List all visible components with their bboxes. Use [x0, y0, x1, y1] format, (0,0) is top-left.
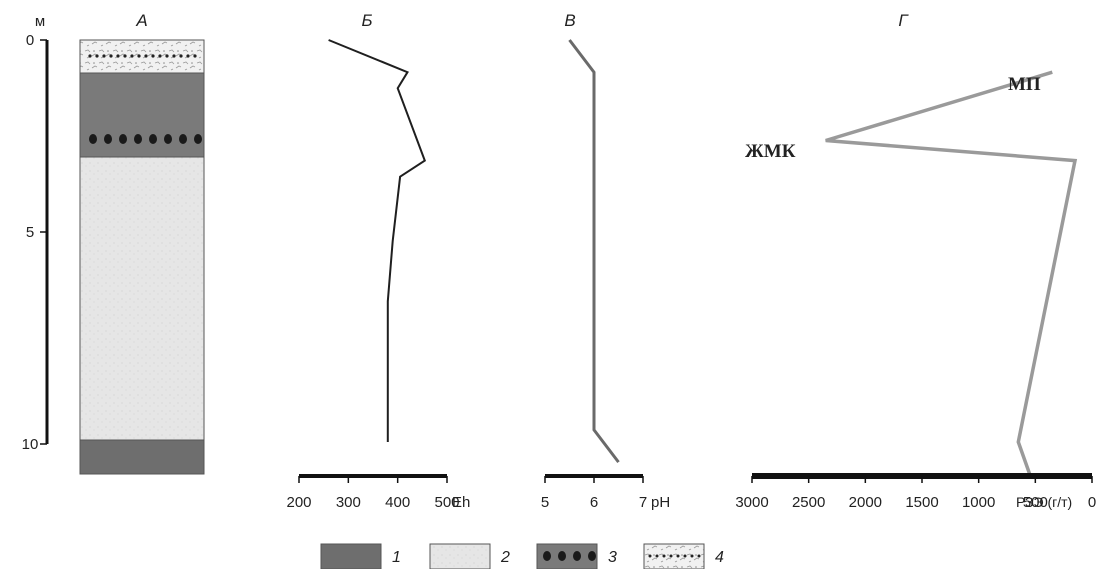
legend-label-1: 1: [392, 549, 401, 566]
legend-item-3: 3: [536, 543, 617, 569]
ree-tick-label-1: 2500: [792, 494, 825, 511]
panel-ree: Г 3000 2500 2000 1500 1000 500 0 РЗЭ (г/т) МП …: [735, 11, 1096, 511]
eh-axis-label: Eh: [452, 494, 470, 511]
panel-title-v: В: [564, 11, 575, 30]
ree-ticks: 3000 2500 2000 1500 1000 500 0: [735, 476, 1096, 511]
ph-ticks: 5 6 7: [541, 476, 647, 511]
panel-eh: Б 200 300 400 500 Eh: [286, 11, 470, 511]
layer-light: [79, 156, 205, 441]
panel-ph: В 5 6 7 pH: [541, 11, 670, 511]
ree-tick-label-2: 2000: [849, 494, 882, 511]
legend-item-4: 4: [643, 543, 724, 569]
depth-tick-label-0: 0: [26, 32, 34, 49]
depth-unit-label: м: [35, 13, 45, 30]
annotation-zhmk: ЖМК: [745, 141, 796, 162]
legend-label-2: 2: [500, 549, 510, 566]
panel-title-a: А: [135, 11, 147, 30]
depth-axis: м 0 5 10: [22, 13, 49, 453]
ree-axis-label: РЗЭ (г/т): [1016, 494, 1072, 510]
panel-title-b: Б: [361, 11, 372, 30]
lithology-column: А: [79, 11, 205, 475]
ph-series-line: [568, 39, 620, 464]
legend-label-4: 4: [715, 549, 724, 566]
ph-tick-label-2: 7: [639, 494, 647, 511]
layer-dark-bottom: [79, 439, 205, 475]
ree-tick-label-3: 1500: [905, 494, 938, 511]
ph-tick-label-1: 6: [590, 494, 598, 511]
eh-tick-label-3: 500: [434, 494, 459, 511]
eh-tick-label-2: 400: [385, 494, 410, 511]
ree-tick-label-5: 500: [1023, 494, 1048, 511]
ree-tick-label-0: 3000: [735, 494, 768, 511]
eh-series-line: [328, 39, 427, 442]
eh-tick-label-0: 200: [286, 494, 311, 511]
eh-ticks: 200 300 400 500: [286, 476, 460, 511]
legend-item-1: 1: [320, 543, 401, 569]
ree-series-line: [825, 70, 1078, 475]
ree-tick-label-6: 0: [1088, 494, 1096, 511]
layer-nodule: [79, 72, 205, 158]
panel-title-g: Г: [898, 11, 909, 30]
eh-tick-label-1: 300: [336, 494, 361, 511]
legend: 1 2 3 4: [320, 543, 724, 569]
nodule-dots: [89, 134, 202, 144]
legend-label-3: 3: [608, 549, 617, 566]
annotation-mp: МП: [1008, 74, 1041, 95]
depth-tick-label-5: 5: [26, 224, 34, 241]
depth-tick-label-10: 10: [22, 436, 39, 453]
ph-tick-label-0: 5: [541, 494, 549, 511]
layer-mottled-dots: [88, 54, 197, 58]
layer-mottled-top: [79, 39, 205, 74]
ph-axis-label: pH: [651, 494, 670, 511]
ree-tick-label-4: 1000: [962, 494, 995, 511]
legend-item-2: 2: [429, 543, 510, 569]
